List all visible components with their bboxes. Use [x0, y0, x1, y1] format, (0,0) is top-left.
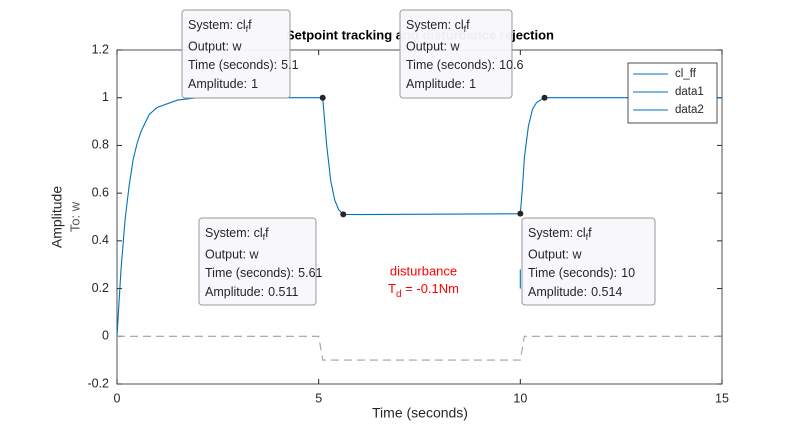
data-tip-amplitude: Amplitude: 0.511 [205, 285, 298, 299]
data-tip-marker [541, 94, 548, 101]
tip-part: f [588, 226, 592, 240]
data-tip-box [198, 217, 317, 306]
data-tip-marker [340, 211, 347, 218]
data-tip-box [181, 9, 291, 99]
tip-part: Time (seconds): [188, 58, 277, 72]
data-tip-time: Time (seconds): 10.6 [406, 58, 524, 72]
annotation-part: = -0.1Nm [402, 281, 459, 296]
tip-part: f [246, 24, 249, 34]
tip-part: Time (seconds): [205, 266, 294, 280]
plot-area [117, 50, 722, 384]
x-tick-label: 10 [513, 391, 527, 405]
data-tip-system: System: clff [205, 226, 269, 242]
data-tip-system: System: clff [406, 18, 470, 34]
data-tip-output: Output: w [406, 39, 460, 53]
tip-part: 0.511 [268, 285, 298, 299]
data-tip-time: Time (seconds): 5.61 [205, 266, 323, 280]
data-tip-amplitude: Amplitude: 1 [406, 77, 476, 91]
tip-part: 5.61 [298, 266, 322, 280]
series-line [116, 97, 722, 337]
y-tick-label: 1.2 [92, 42, 109, 56]
tip-part: f [263, 232, 266, 242]
data-tip-output: Output: w [205, 247, 259, 261]
data-tip-marker [319, 94, 326, 101]
x-tick-label: 5 [315, 391, 322, 405]
tip-part: 10.6 [499, 58, 523, 72]
annotation-part: T [388, 281, 396, 296]
data-tip: System: clff Output: w Time (seconds): 5.61… [198, 217, 323, 306]
tip-part: Time (seconds): [528, 266, 617, 280]
data-tip-box [521, 217, 656, 306]
tip-part: System: cl [205, 226, 263, 240]
y-tick-label: 0.6 [92, 185, 109, 199]
y-tick-label: 0.4 [92, 233, 109, 247]
data-tip-amplitude: Amplitude: 0.514 [528, 285, 622, 299]
data-tip: System: clff Output: w Time (seconds): 5.1 A… [181, 9, 299, 99]
data-tip-output: Output: w [188, 39, 242, 53]
tip-part: 0.514 [591, 285, 622, 299]
y-tick-label: 0.8 [92, 138, 109, 152]
y-axis-label: Amplitude [49, 186, 65, 248]
x-tick-label: 0 [114, 391, 121, 405]
data-tip-system: System: clff [528, 226, 592, 242]
x-axis-label: Time (seconds) [372, 405, 468, 421]
y-axis-sublabel: To: w [67, 201, 82, 232]
data-tip: System: clff Output: w Time (seconds): 10.6… [399, 9, 524, 99]
tip-part: Amplitude: [528, 285, 587, 299]
annotation-formula: Td = -0.1Nm [388, 281, 459, 299]
data-tip: System: clff Output: w Time (seconds): 10 Am… [521, 217, 656, 306]
annotation: disturbance [390, 263, 457, 278]
tip-part: 10 [621, 266, 635, 280]
y-tick-label: 0.2 [92, 281, 109, 295]
legend-label: cl_ff [675, 68, 697, 80]
tip-part: System: cl [528, 226, 586, 240]
tip-part: 5.1 [281, 58, 298, 72]
data-tip-box [399, 9, 513, 99]
data-tip-time: Time (seconds): 10 [528, 266, 635, 280]
legend-label: data1 [675, 86, 704, 98]
y-tick-label: -0.2 [87, 376, 109, 390]
tip-part: f [265, 226, 269, 240]
x-tick-label: 15 [715, 391, 729, 405]
tip-part: Amplitude: [188, 77, 247, 91]
data-tip-time: Time (seconds): 5.1 [188, 58, 299, 72]
tip-part: Time (seconds): [406, 58, 495, 72]
tip-part: f [466, 18, 470, 32]
tip-part: Amplitude: [205, 285, 264, 299]
tip-part: f [586, 232, 589, 242]
tip-part: System: cl [406, 18, 464, 32]
data-tip-marker [517, 210, 524, 217]
data-tip-amplitude: Amplitude: 1 [188, 77, 258, 91]
tip-part: f [464, 24, 467, 34]
tip-part: 1 [251, 77, 258, 91]
data-tip-output: Output: w [528, 247, 582, 261]
y-tick-label: 0 [102, 329, 109, 343]
legend-label: data2 [675, 104, 704, 116]
tip-part: f [248, 18, 252, 32]
legend: cl_ff data1 data2 [627, 62, 718, 124]
annotation-part: d [396, 289, 402, 300]
tip-part: System: cl [188, 18, 246, 32]
data-tip-system: System: clff [188, 18, 252, 34]
tip-part: Amplitude: [406, 77, 465, 91]
tip-part: 1 [469, 77, 476, 91]
y-tick-label: 1 [102, 90, 109, 104]
legend-box [627, 62, 718, 124]
